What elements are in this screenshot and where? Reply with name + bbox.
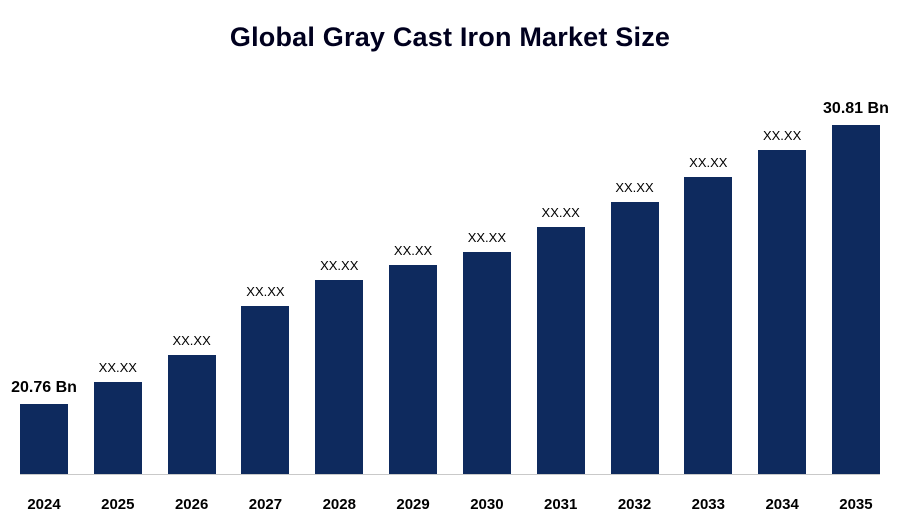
bar-value-label: XX.XX — [762, 128, 802, 143]
bar-value-label: XX.XX — [393, 243, 433, 258]
bar — [831, 125, 880, 474]
year-label: 2028 — [322, 496, 356, 513]
year-label: 2032 — [617, 496, 652, 513]
bar-slot: 20.76 Bn — [11, 379, 77, 474]
year-label: 2029 — [396, 496, 430, 513]
bar-value-label: XX.XX — [467, 230, 507, 245]
bar-value-label: XX.XX — [615, 180, 654, 195]
year-label: 2024 — [27, 496, 61, 513]
bar — [93, 382, 142, 474]
bar — [241, 306, 290, 474]
year-label: 2027 — [248, 496, 283, 513]
bar-slot: XX.XX — [610, 180, 659, 474]
bar — [758, 150, 807, 474]
year-label: 2030 — [470, 496, 504, 513]
bar — [389, 265, 438, 474]
bar-slot: XX.XX — [241, 284, 290, 474]
bar — [315, 280, 364, 474]
year-label: 2031 — [544, 496, 578, 513]
bar-value-label: 30.81 Bn — [823, 100, 889, 117]
bar — [167, 355, 216, 474]
bar-slot: XX.XX — [93, 360, 142, 474]
chart-title: Global Gray Cast Iron Market Size — [229, 22, 671, 52]
bars-row: 20.76 Bn XX.XX XX.XX XX.XX XX.XX XX.XX XX.XX XX… — [11, 100, 889, 475]
bar-value-label: XX.XX — [246, 284, 285, 299]
bar-value-label: XX.XX — [689, 155, 728, 170]
bar — [684, 177, 733, 474]
bar-slot: XX.XX — [167, 333, 216, 474]
bar-value-label: XX.XX — [98, 360, 137, 375]
bar — [610, 202, 659, 474]
bar-value-label: XX.XX — [541, 205, 580, 220]
bar — [536, 227, 585, 474]
bar-slot: XX.XX — [389, 243, 438, 474]
bar-value-label: 20.76 Bn — [11, 379, 77, 396]
bar-slot: XX.XX — [536, 205, 585, 474]
bar-slot: XX.XX — [462, 230, 511, 474]
bar-value-label: XX.XX — [172, 333, 211, 348]
bar-slot: 30.81 Bn — [823, 100, 889, 474]
bar — [462, 252, 511, 474]
bar-slot: XX.XX — [684, 155, 733, 474]
year-label: 2026 — [174, 496, 209, 513]
year-label: 2034 — [765, 496, 799, 513]
year-label: 2035 — [839, 496, 873, 513]
year-label: 2025 — [101, 496, 135, 513]
bar — [20, 404, 68, 474]
bar-value-label: XX.XX — [320, 258, 359, 273]
bar-slot: XX.XX — [315, 258, 364, 474]
x-axis-labels: 2024 2025 2026 2027 2028 2029 2030 2031 2032 2033… — [20, 496, 880, 513]
bar-slot: XX.XX — [758, 128, 807, 474]
year-label: 2033 — [691, 496, 725, 513]
